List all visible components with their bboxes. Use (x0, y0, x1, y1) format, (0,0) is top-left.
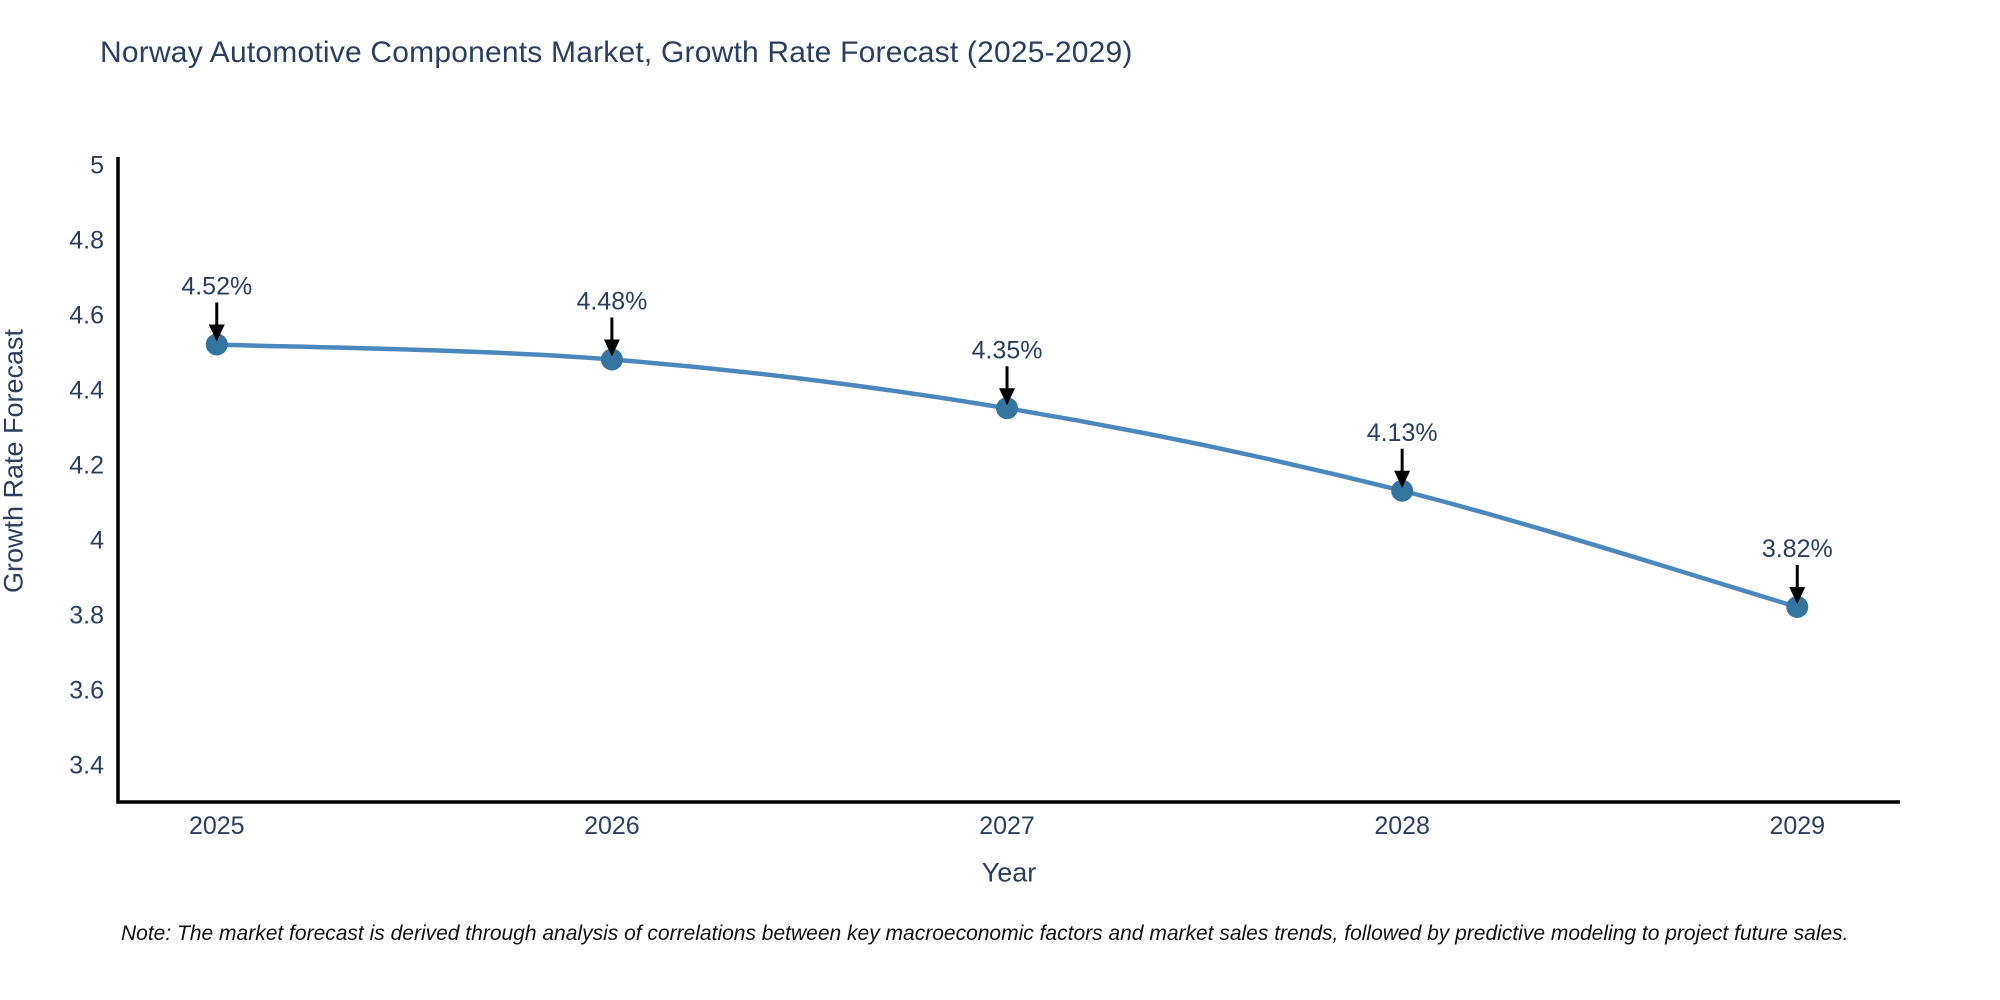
chart-title: Norway Automotive Components Market, Gro… (100, 36, 1133, 69)
x-axis-tick-labels: 2025 2026 2027 2028 2029 (189, 812, 1825, 840)
annotation-arrowhead-icon (1394, 470, 1411, 488)
data-point (600, 348, 623, 371)
y-tick-label: 3.8 (69, 602, 104, 630)
x-axis-title: Year (981, 857, 1037, 888)
y-tick-label: 5 (90, 152, 104, 180)
annotation-arrowhead-icon (1789, 587, 1806, 604)
x-tick-label: 2028 (1374, 812, 1430, 840)
data-point (1391, 479, 1414, 502)
y-tick-label: 3.6 (69, 677, 104, 705)
data-point-markers (205, 333, 1809, 618)
axis-lines (116, 157, 1900, 804)
point-value-label: 4.13% (1367, 419, 1438, 447)
point-value-label: 4.48% (576, 288, 647, 316)
y-tick-label: 4.2 (69, 452, 104, 480)
y-tick-label: 4.6 (69, 302, 104, 330)
axis-spine (116, 157, 1900, 804)
y-tick-label: 3.4 (69, 752, 104, 780)
y-tick-label: 4.8 (69, 227, 104, 255)
y-tick-label: 4 (90, 527, 104, 555)
data-point (205, 333, 228, 356)
data-point (1786, 596, 1809, 618)
y-axis-tick-labels: 5 4.8 4.6 4.4 4.2 4 3.8 3.6 3.4 (69, 152, 104, 780)
point-value-label: 4.52% (181, 273, 252, 301)
x-tick-label: 2027 (979, 812, 1035, 840)
x-tick-label: 2029 (1769, 812, 1825, 840)
footnote: Note: The market forecast is derived thr… (121, 922, 1849, 945)
y-axis-title: Growth Rate Forecast (0, 328, 29, 594)
x-tick-label: 2026 (584, 812, 640, 840)
point-annotations: 4.52% 4.48% 4.35% 4.13% 3.82% (181, 273, 1833, 604)
x-tick-label: 2025 (189, 812, 245, 840)
annotation-arrowhead-icon (999, 388, 1016, 406)
point-value-label: 4.35% (972, 336, 1043, 364)
annotation-arrowhead-icon (603, 339, 620, 357)
y-tick-label: 4.4 (69, 377, 104, 405)
data-point (996, 397, 1019, 420)
point-value-label: 3.82% (1762, 535, 1833, 563)
annotation-arrowhead-icon (208, 324, 225, 342)
